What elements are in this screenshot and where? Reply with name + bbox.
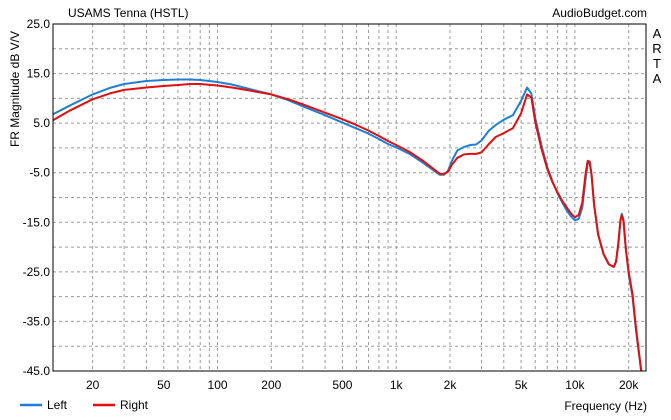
plot-frame (52, 23, 647, 372)
x-tick-label: 5k (515, 378, 529, 392)
x-tick-label: 50 (157, 378, 171, 392)
legend-right-label: Right (120, 398, 149, 412)
y-tick-label: 5.0 (33, 116, 50, 130)
arta-letter: R (652, 41, 661, 56)
y-tick-label: -15.0 (23, 215, 51, 229)
x-tick-labels: 20 50 100 200 500 1k 2k 5k 10k 20k (86, 378, 639, 392)
source-label: AudioBudget.com (552, 6, 647, 20)
x-tick-label: 20 (86, 378, 100, 392)
y-tick-label: -5.0 (29, 166, 50, 180)
legend: Left Right (20, 398, 149, 412)
x-axis-label: Frequency (Hz) (564, 399, 647, 413)
chart-title: USAMS Tenna (HSTL) (68, 6, 189, 20)
arta-letter: A (653, 26, 662, 41)
x-tick-label: 10k (565, 378, 585, 392)
legend-left-label: Left (47, 398, 68, 412)
x-tick-label: 100 (208, 378, 228, 392)
x-tick-label: 1k (390, 378, 404, 392)
x-tick-label: 200 (261, 378, 281, 392)
y-tick-label: -25.0 (23, 265, 51, 279)
y-tick-label: -35.0 (23, 314, 51, 328)
arta-letter: T (653, 56, 661, 71)
y-tick-label: 25.0 (27, 17, 51, 31)
y-axis-label: FR Magnitude dB V/V (8, 31, 22, 147)
x-tick-label: 500 (332, 378, 352, 392)
y-tick-label: -45.0 (23, 364, 51, 378)
y-tick-labels: 25.0 15.0 5.0 -5.0 -15.0 -25.0 -35.0 -45.0 (23, 17, 51, 378)
x-tick-label: 20k (619, 378, 639, 392)
arta-letter: A (653, 71, 662, 86)
chart-series (53, 78, 643, 371)
y-tick-label: 15.0 (27, 67, 51, 81)
series-line-right (53, 83, 643, 371)
chart-grid (53, 24, 646, 371)
x-tick-label: 2k (444, 378, 458, 392)
